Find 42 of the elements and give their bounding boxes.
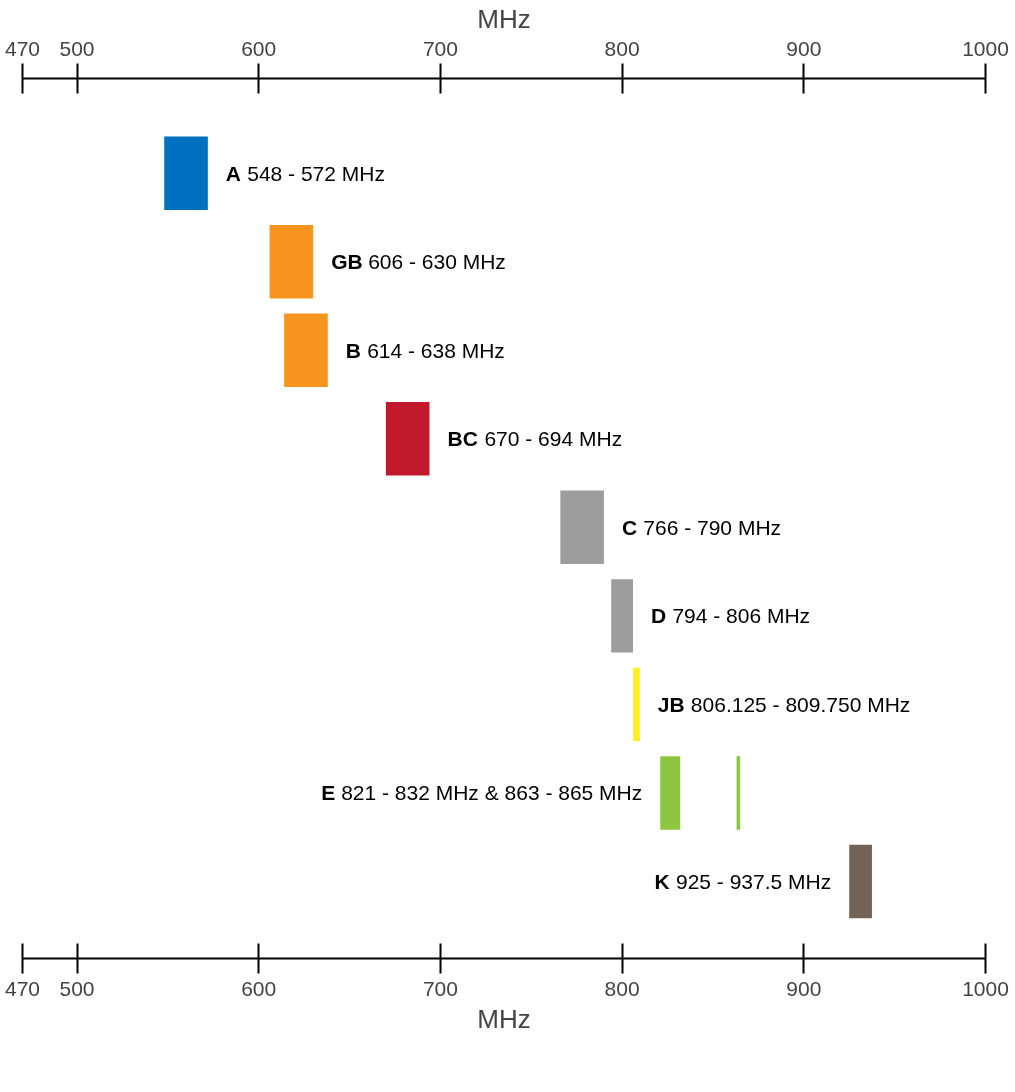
x-tick-label: 800	[604, 976, 640, 1000]
bar	[164, 136, 208, 210]
x2-tick-label: 900	[786, 36, 822, 60]
bar	[633, 667, 640, 742]
y-tick-label: GB	[331, 250, 363, 274]
bar	[284, 313, 328, 388]
annotation: 766 - 790 MHz	[643, 515, 782, 539]
y-tick-label: K	[654, 869, 670, 893]
y-tick-label: E	[321, 781, 336, 805]
x-tick-label: 500	[59, 976, 95, 1000]
x2-tick-label: 1000	[962, 36, 1009, 60]
annotation: 548 - 572 MHz	[247, 161, 385, 185]
x2-axis-title: MHz	[477, 3, 531, 34]
annotation: 606 - 630 MHz	[368, 250, 506, 274]
x-tick-label: 470	[4, 976, 41, 1000]
y-tick-label: D	[651, 604, 667, 628]
x2-tick-label: 600	[241, 36, 277, 60]
y-tick-label: BC	[447, 427, 478, 451]
annotation: 670 - 694 MHz	[484, 427, 623, 451]
bar	[560, 490, 604, 565]
annotation: 821 - 832 MHz & 863 - 865 MHz	[341, 781, 643, 805]
x2-tick-label: 800	[604, 36, 640, 60]
x2-tick-label: 470	[4, 36, 41, 60]
x2-tick-label: 500	[59, 36, 95, 60]
x-tick-label: 700	[422, 976, 458, 1000]
annotation: 925 - 937.5 MHz	[675, 869, 832, 893]
y-tick-label: B	[345, 338, 361, 362]
x-tick-label: 600	[241, 976, 277, 1000]
y-tick-label: JB	[657, 692, 685, 716]
x-axis-title: MHz	[477, 1003, 531, 1034]
bar	[611, 579, 634, 653]
x-tick-label: 900	[786, 976, 822, 1000]
annotation: 794 - 806 MHz	[672, 604, 811, 628]
y-tick-label: C	[621, 515, 638, 539]
y-tick-label: A	[225, 161, 241, 185]
bar	[269, 225, 314, 299]
x2-tick-label: 700	[422, 36, 458, 60]
x-tick-label: 1000	[962, 976, 1009, 1000]
bar	[385, 402, 430, 476]
annotation: 614 - 638 MHz	[367, 338, 505, 362]
bar	[849, 844, 872, 919]
annotation: 806.125 - 809.750 MHz	[690, 692, 911, 716]
